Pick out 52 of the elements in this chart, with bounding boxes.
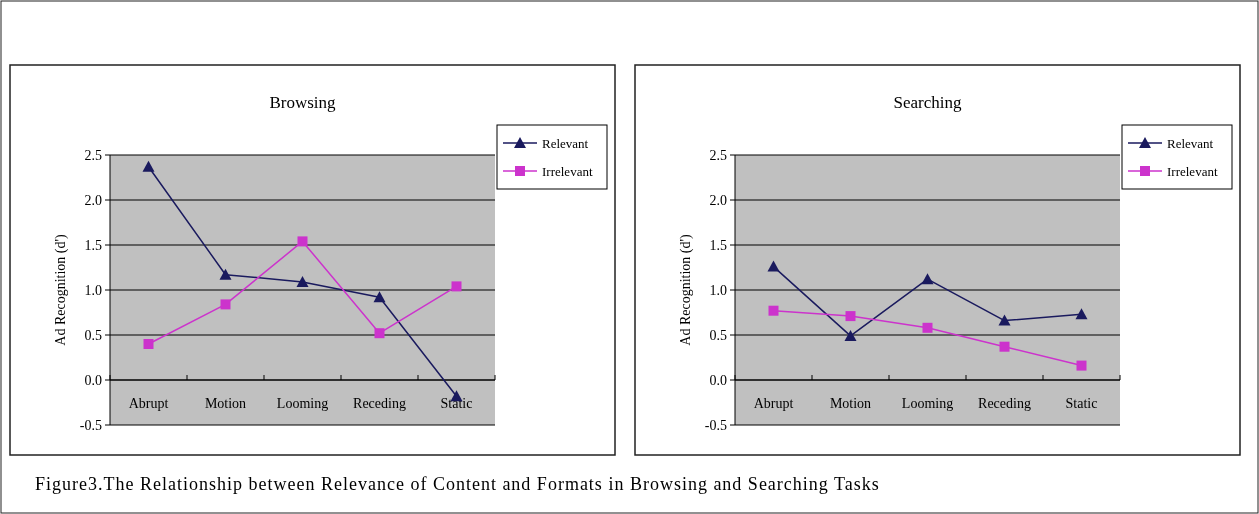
y-tick-label: 1.5 — [709, 237, 727, 253]
y-tick-label: 0.0 — [709, 372, 727, 388]
caption: Figure3.The Relationship between Relevance of Content and Formats in Browsing and Searching Tasks — [35, 474, 880, 494]
point — [142, 160, 155, 172]
legend-label: Relevant — [542, 135, 589, 151]
legend-label: Irrelevant — [542, 163, 593, 179]
point — [219, 268, 232, 280]
y-tick-label: 2.5 — [84, 147, 102, 163]
point — [1075, 308, 1088, 320]
y-tick-label: 2.0 — [84, 192, 102, 208]
point — [451, 281, 462, 292]
y-tick-label: 1.0 — [84, 282, 102, 298]
point — [220, 299, 231, 310]
y-axis-title: Ad Recognition (d') — [678, 233, 694, 346]
x-tick-label: Static — [1065, 396, 1098, 411]
x-tick-label: Abrupt — [753, 396, 794, 411]
chart-title: Browsing — [269, 93, 337, 112]
point — [373, 291, 386, 303]
point — [767, 260, 780, 272]
point — [845, 311, 856, 322]
y-tick-label: 1.0 — [709, 282, 727, 298]
x-tick-label: Looming — [276, 396, 329, 411]
x-tick-label: Abrupt — [128, 396, 169, 411]
x-tick-label: Looming — [901, 396, 954, 411]
y-tick-label: 0.5 — [709, 327, 727, 343]
point — [999, 341, 1010, 352]
point — [374, 328, 385, 339]
y-tick-label: 0.0 — [84, 372, 102, 388]
legend-label: Relevant — [1167, 135, 1214, 151]
point — [922, 322, 933, 333]
y-tick-label: -0.5 — [704, 417, 727, 433]
chart-title: Searching — [893, 93, 962, 112]
point — [1076, 360, 1087, 371]
point — [998, 314, 1011, 326]
point — [921, 273, 934, 285]
point — [297, 236, 308, 247]
point — [143, 339, 154, 349]
y-tick-label: 2.5 — [709, 147, 727, 163]
y-tick-label: 2.0 — [709, 192, 727, 208]
y-tick-label: -0.5 — [79, 417, 102, 433]
x-tick-label: Motion — [829, 396, 872, 411]
x-tick-label: Motion — [204, 396, 247, 411]
y-tick-label: 1.5 — [84, 237, 102, 253]
y-tick-label: 0.5 — [84, 327, 102, 343]
x-tick-label: Receding — [353, 396, 406, 411]
x-tick-label: Static — [440, 396, 473, 411]
x-tick-label: Receding — [978, 396, 1031, 411]
y-axis-title: Ad Recognition (d') — [53, 233, 69, 346]
point — [844, 329, 857, 341]
point — [768, 305, 779, 316]
legend-label: Irrelevant — [1167, 163, 1218, 179]
point — [296, 275, 309, 287]
